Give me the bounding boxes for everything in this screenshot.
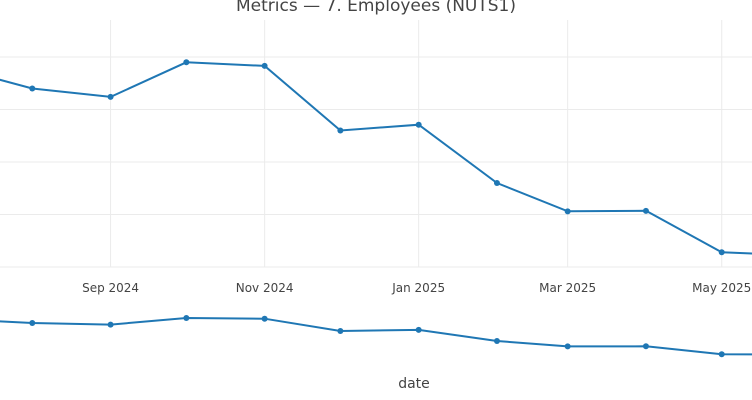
slider-data-point xyxy=(564,343,571,350)
slider-data-point xyxy=(107,321,114,328)
x-gridlines xyxy=(110,20,723,267)
x-tick-label: Nov 2024 xyxy=(236,281,294,295)
main-data-point xyxy=(642,207,649,214)
x-tick-label: May 2025 xyxy=(692,281,751,295)
slider-data-point xyxy=(183,315,190,321)
x-axis-title: date xyxy=(398,376,430,392)
main-data-point xyxy=(564,208,571,215)
x-tick-labels: Sep 2024 Nov 2024 Jan 2025 Mar 2025 May 2025 xyxy=(82,281,751,295)
range-slider[interactable] xyxy=(0,315,752,358)
main-data-point xyxy=(183,59,190,66)
main-data-point xyxy=(493,180,500,186)
slider-data-point xyxy=(642,343,649,350)
x-tick-label: Mar 2025 xyxy=(539,281,596,295)
x-tick-label: Sep 2024 xyxy=(82,281,139,295)
slider-data-point xyxy=(493,338,500,344)
main-data-point xyxy=(337,127,344,134)
main-data-point xyxy=(107,93,114,100)
x-tick-label: Jan 2025 xyxy=(391,281,445,295)
main-data-point xyxy=(415,121,422,128)
slider-data-point xyxy=(415,326,422,333)
slider-data-point xyxy=(718,351,725,358)
chart-title: Metrics — 7. Employees (NUTS1) xyxy=(235,0,516,16)
main-data-point xyxy=(718,249,725,256)
main-data-point xyxy=(29,85,36,92)
main-plot-series[interactable] xyxy=(0,59,752,258)
y-gridlines xyxy=(0,56,752,268)
slider-data-point xyxy=(337,328,344,334)
main-data-point xyxy=(261,62,268,69)
slider-data-point xyxy=(29,320,36,326)
slider-series-line xyxy=(0,316,752,356)
main-series-line xyxy=(0,61,752,255)
slider-data-point xyxy=(261,315,268,322)
